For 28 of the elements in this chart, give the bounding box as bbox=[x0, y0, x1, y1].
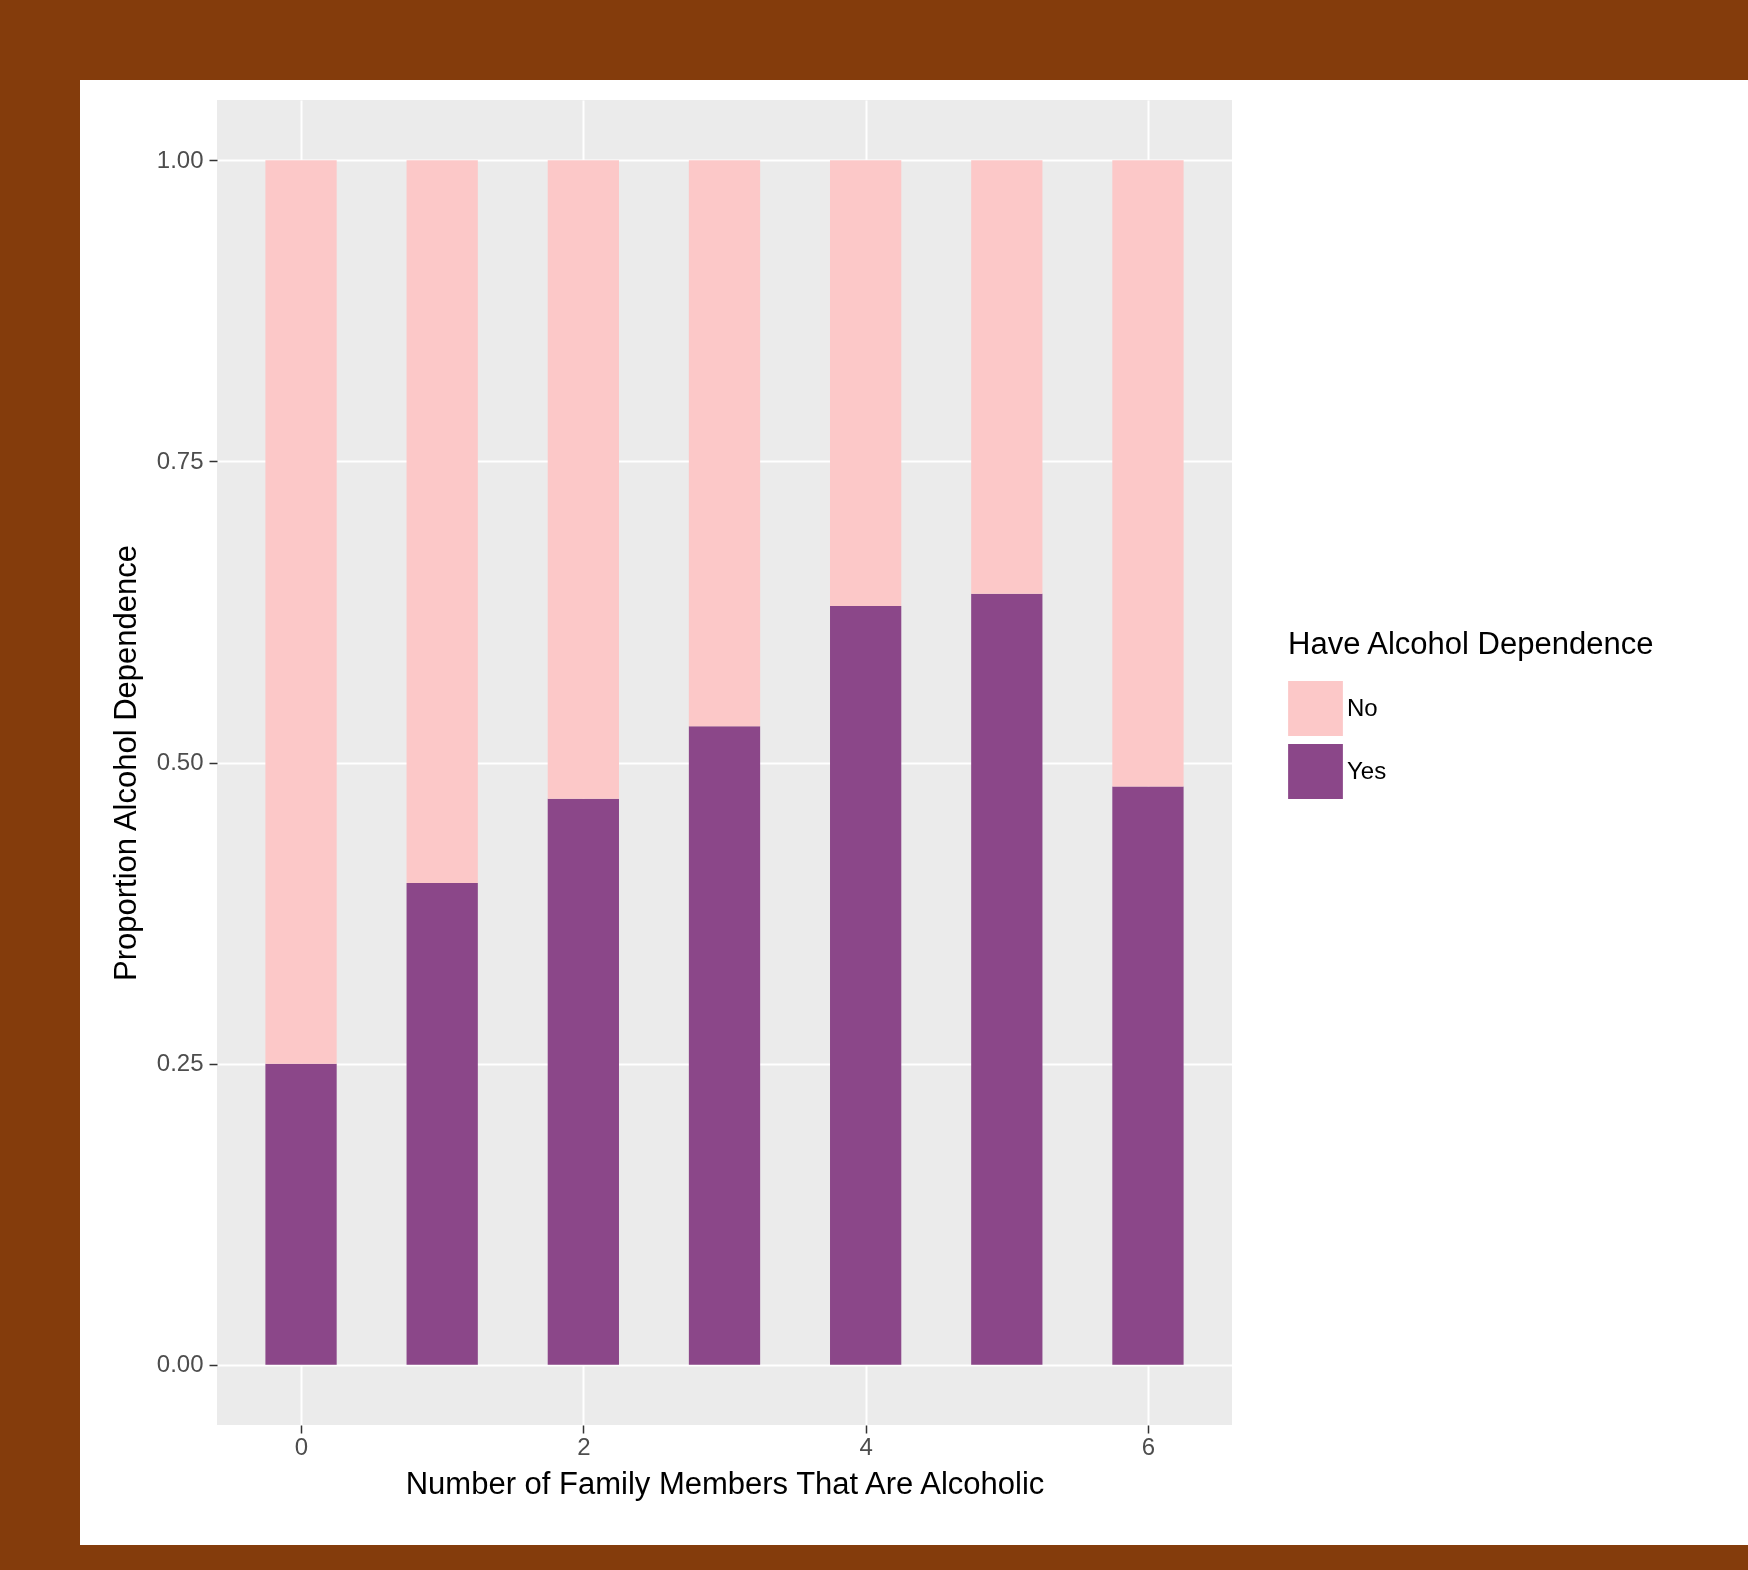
bar bbox=[971, 593, 1043, 1365]
x-tick-label: 4 bbox=[859, 1432, 873, 1460]
legend-title: Have Alcohol Dependence bbox=[1288, 626, 1654, 661]
y-tick-label: 0.50 bbox=[156, 748, 204, 775]
bar bbox=[688, 726, 761, 1365]
bar bbox=[688, 160, 761, 727]
bar bbox=[265, 160, 337, 1064]
bar bbox=[971, 160, 1043, 594]
bar bbox=[547, 798, 619, 1365]
x-axis-title: Number of Family Members That Are Alcoholic bbox=[405, 1465, 1045, 1501]
bar bbox=[830, 605, 902, 1365]
bar bbox=[406, 882, 478, 1365]
bar bbox=[406, 160, 478, 883]
y-tick-label: 1.00 bbox=[156, 145, 204, 173]
bar bbox=[547, 160, 619, 799]
bar bbox=[1112, 160, 1184, 787]
y-tick-label: 0.00 bbox=[156, 1350, 204, 1378]
bar bbox=[265, 1063, 337, 1365]
bar bbox=[830, 160, 902, 606]
bar bbox=[1112, 786, 1184, 1365]
legend-label: No bbox=[1347, 693, 1378, 721]
x-tick-label: 0 bbox=[294, 1432, 309, 1460]
legend-label: Yes bbox=[1347, 756, 1387, 784]
y-axis-title: Proportion Alcohol Dependence bbox=[107, 544, 143, 982]
y-tick-label: 0.75 bbox=[156, 446, 204, 474]
x-tick-label: 2 bbox=[577, 1432, 591, 1460]
x-tick-label: 6 bbox=[1141, 1432, 1156, 1460]
y-tick-label: 0.25 bbox=[156, 1049, 204, 1077]
